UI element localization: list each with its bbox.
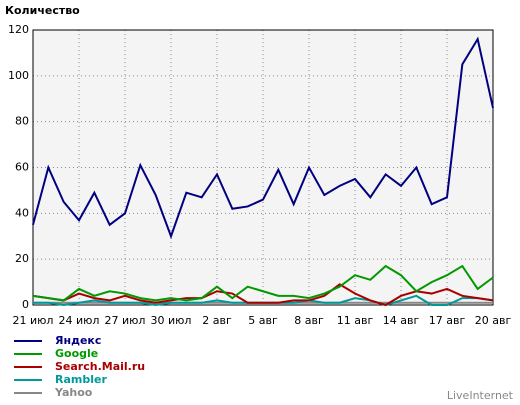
series-line <box>32 264 494 302</box>
legend-label: Rambler <box>55 373 107 386</box>
x-tick-label: 2 авг <box>202 314 232 327</box>
x-tick-label: 21 июл <box>13 314 54 327</box>
x-tick-label: 24 июл <box>59 314 100 327</box>
y-tick-label: 20 <box>15 252 29 265</box>
plot-frame <box>32 29 494 306</box>
chart-title: Количество <box>5 4 80 17</box>
x-tick-label: 17 авг <box>429 314 466 327</box>
y-tick-label: 120 <box>8 23 29 36</box>
y-tick-label: 40 <box>15 206 29 219</box>
x-tick-label: 5 авг <box>248 314 278 327</box>
legend-label: Яндекс <box>55 334 101 347</box>
y-tick-label: 60 <box>15 161 29 174</box>
legend-label: Search.Mail.ru <box>55 360 145 373</box>
y-tick-label: 80 <box>15 115 29 128</box>
x-tick-label: 20 авг <box>475 314 512 327</box>
y-tick-label: 100 <box>8 69 29 82</box>
x-tick-label: 8 авг <box>294 314 324 327</box>
brand: LiveInternet <box>447 389 514 402</box>
series-line <box>32 36 494 240</box>
legend-label: Google <box>55 347 98 360</box>
legend-label: Yahoo <box>54 386 93 399</box>
x-tick-label: 27 июл <box>105 314 146 327</box>
y-tick-label: 0 <box>22 298 29 311</box>
plot-background <box>33 30 493 305</box>
x-tick-label: 14 авг <box>383 314 420 327</box>
x-tick-label: 30 июл <box>151 314 192 327</box>
x-tick-label: 11 авг <box>337 314 374 327</box>
